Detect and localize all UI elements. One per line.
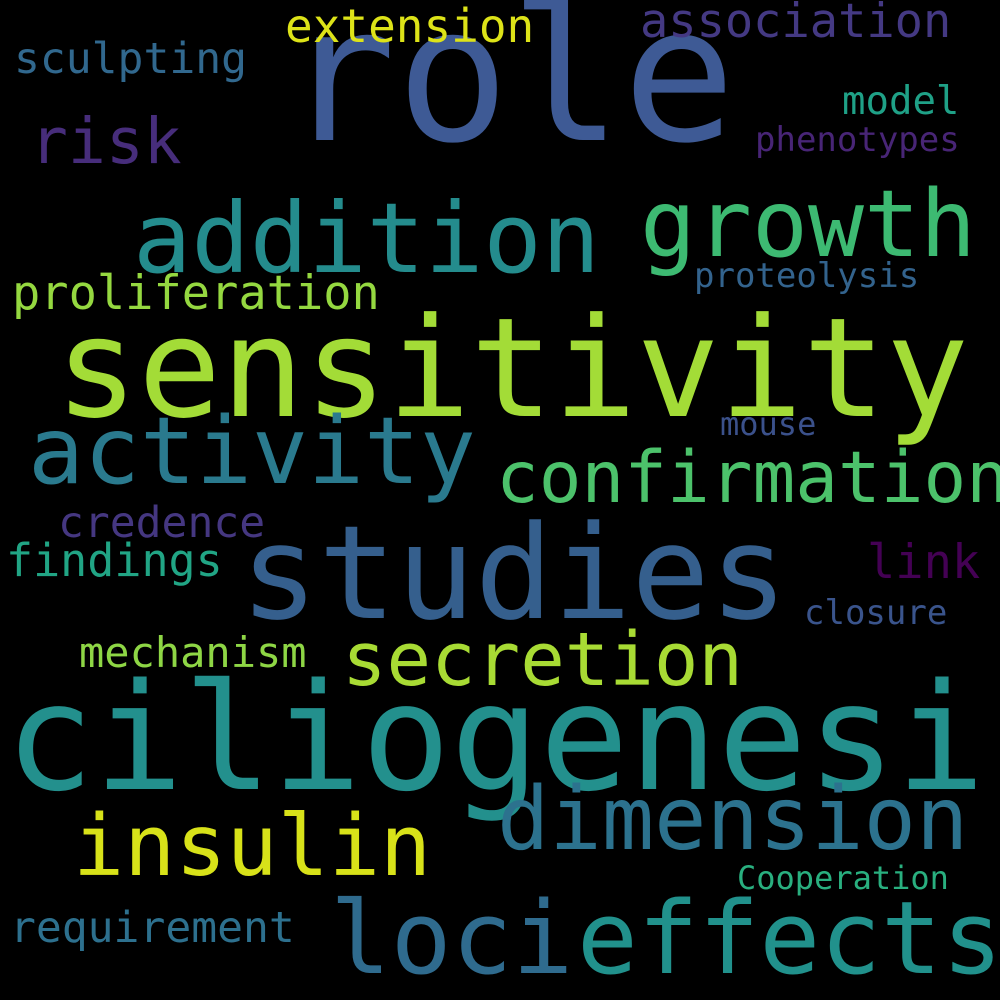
word-mouse: mouse — [720, 405, 817, 443]
word-findings: findings — [6, 534, 223, 587]
word-link: link — [867, 535, 981, 590]
word-role: role — [283, 0, 736, 185]
word-proteolysis: proteolysis — [694, 256, 920, 296]
word-extension: extension — [285, 0, 535, 53]
word-secretion: secretion — [342, 617, 743, 703]
word-proliferation: proliferation — [12, 266, 380, 321]
word-phenotypes: phenotypes — [755, 120, 960, 160]
word-closure: closure — [804, 593, 948, 633]
word-credence: credence — [58, 498, 266, 548]
word-risk: risk — [30, 105, 182, 178]
word-growth: growth — [640, 170, 976, 278]
word-sensitivity: sensitivity — [55, 288, 969, 449]
word-ciliogenesis: ciliogenesis — [5, 652, 1000, 824]
word-cooperation: Cooperation — [737, 859, 949, 897]
word-sculpting: sculpting — [14, 34, 247, 84]
word-activity: activity — [28, 397, 476, 505]
word-mechanism: mechanism — [79, 628, 307, 677]
word-model: model — [842, 79, 960, 124]
word-confirmation: confirmation — [496, 436, 1000, 519]
word-loci: loci — [330, 879, 574, 997]
word-insulin: insulin — [73, 797, 432, 896]
word-effects: effects — [577, 879, 1000, 997]
word-association: association — [640, 0, 952, 49]
word-studies: studies — [240, 497, 788, 649]
word-addition: addition — [133, 182, 601, 295]
word-dimension: dimension — [497, 768, 969, 870]
word-requirement: requirement — [10, 903, 295, 953]
